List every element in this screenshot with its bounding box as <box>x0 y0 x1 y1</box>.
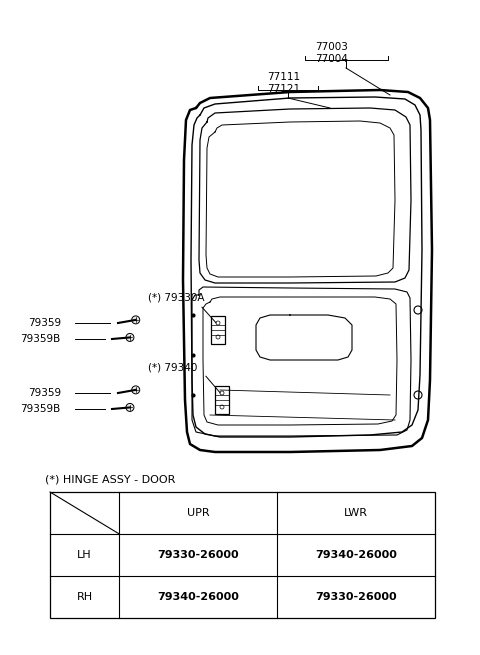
Bar <box>211 316 225 344</box>
Circle shape <box>132 386 140 394</box>
Text: 79359B: 79359B <box>20 334 60 344</box>
Text: 77111
77121: 77111 77121 <box>267 72 300 94</box>
Text: 79359: 79359 <box>28 318 61 328</box>
Bar <box>50 492 435 618</box>
Circle shape <box>126 403 134 411</box>
Text: UPR: UPR <box>187 508 210 518</box>
Bar <box>215 386 229 414</box>
Text: LWR: LWR <box>344 508 368 518</box>
Text: 79340-26000: 79340-26000 <box>157 592 239 602</box>
Text: (*) 79340: (*) 79340 <box>148 363 197 373</box>
Circle shape <box>126 333 134 341</box>
Circle shape <box>132 316 140 324</box>
Text: 79330-26000: 79330-26000 <box>157 550 239 560</box>
Text: LH: LH <box>77 550 92 560</box>
Text: 79340-26000: 79340-26000 <box>315 550 397 560</box>
Text: 77003
77004: 77003 77004 <box>315 42 348 64</box>
Text: RH: RH <box>77 592 93 602</box>
Text: (*) HINGE ASSY - DOOR: (*) HINGE ASSY - DOOR <box>45 474 175 484</box>
Text: 79359B: 79359B <box>20 404 60 414</box>
Text: (*) 79330A: (*) 79330A <box>148 293 204 303</box>
Text: 79359: 79359 <box>28 388 61 398</box>
Text: 79330-26000: 79330-26000 <box>315 592 397 602</box>
